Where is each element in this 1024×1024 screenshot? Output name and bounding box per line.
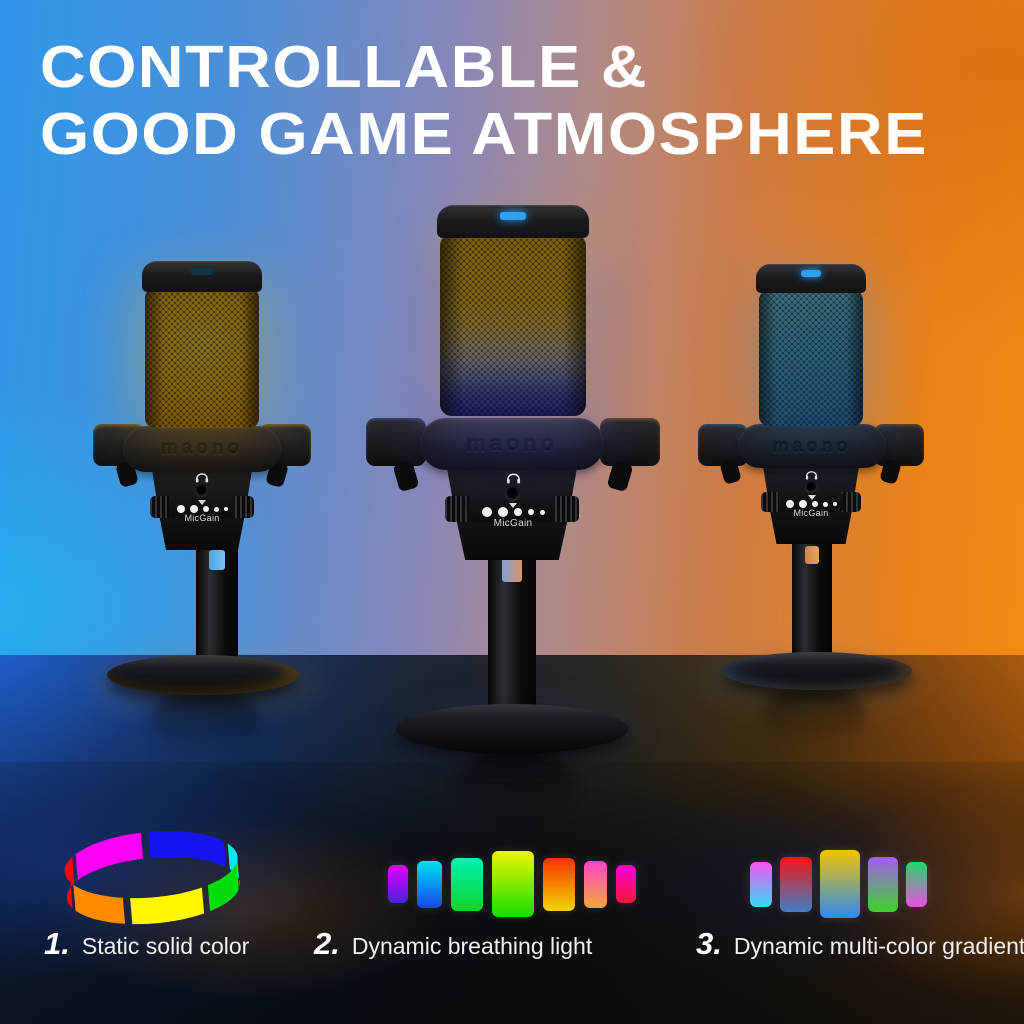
color-bar [906,861,927,907]
micgain-label: MicGain [184,513,220,523]
down-arrow-icon [198,500,206,505]
gain-knob [761,492,861,512]
legend-number: 2. [314,926,340,961]
headphone-jack [805,481,817,493]
top-cap [142,261,262,292]
ring-segment [207,863,239,912]
mute-led-on [500,212,526,220]
down-arrow-icon [509,503,517,508]
headphone-jack [505,486,520,501]
color-bar [584,860,607,908]
stand-base [722,652,912,690]
mute-led-on [801,270,821,277]
legend-label: Dynamic breathing light [351,933,593,959]
gain-level-dots [172,505,232,513]
color-bar [820,850,860,918]
gain-level-dots [473,507,553,517]
shockmount-ring: maono [123,426,281,472]
color-bar [543,857,575,911]
breathing-bars-graphic [388,849,636,919]
color-bar [388,865,408,903]
stem-yoke-gap [805,546,819,564]
microphone-center-gradient: maono MicGain [360,200,670,760]
gain-knob [150,496,254,518]
ring-segment [64,857,75,909]
stand-base [107,655,299,695]
rgb-grille-yellow-blue [440,234,586,416]
stem-yoke-gap [209,550,225,570]
shockmount-ring: maono [420,418,604,470]
color-bar [492,851,534,917]
ring-segment [148,831,227,868]
headline-line-2: GOOD GAME ATMOSPHERE [40,101,928,167]
color-bar [616,865,636,903]
micgain-label: MicGain [493,518,533,529]
gradient-bars-graphic [750,849,930,919]
stem-yoke-gap [502,558,522,582]
color-bar [868,856,898,912]
mute-led-off [191,268,213,275]
shockmount-arm-right [600,418,660,466]
top-cap [756,264,866,293]
rgb-grille-yellow [145,288,259,428]
color-bar [451,857,483,911]
down-arrow-icon [808,495,816,500]
color-bar [780,856,812,912]
headphone-icon [195,473,209,483]
gain-level-dots [781,500,841,508]
brand-logo: maono [160,438,244,459]
headphone-icon [506,473,521,484]
color-bar [417,860,442,908]
microphone-left-static-yellow: maono MicGain [88,258,316,698]
legend-label: Dynamic multi-color gradient [733,933,1024,959]
top-cap [437,205,589,238]
legend-item-3: 3. Dynamic multi-color gradient [696,928,1024,960]
legend-label: Static solid color [81,933,250,959]
brand-logo: maono [772,435,852,456]
microphone-right-blue: maono MicGain [696,260,926,696]
legend-number: 1. [44,926,70,961]
color-bar [750,861,772,907]
micgain-label: MicGain [793,508,829,518]
legend-item-1: 1. Static solid color [44,928,249,960]
brand-logo: maono [465,431,559,456]
color-ring-graphic [55,826,250,934]
ring-segment [227,843,240,887]
headphone-jack [195,484,208,497]
headline-line-1: CONTROLLABLE & [40,34,649,100]
mic-reflection [456,748,576,818]
headline: CONTROLLABLE & GOOD GAME ATMOSPHERE [40,34,928,168]
stand-base [396,704,628,754]
ring-segment [73,884,126,924]
shockmount-ring: maono [738,424,886,468]
shockmount-arm-left [366,418,426,466]
ring-segment [130,887,205,925]
legend-item-2: 2. Dynamic breathing light [314,928,592,960]
ring-segment [75,832,144,881]
legend-number: 3. [696,926,722,961]
rgb-grille-blue [759,290,863,426]
mic-reflection [150,688,260,752]
mic-reflection [762,684,866,744]
headphone-icon [805,471,818,480]
